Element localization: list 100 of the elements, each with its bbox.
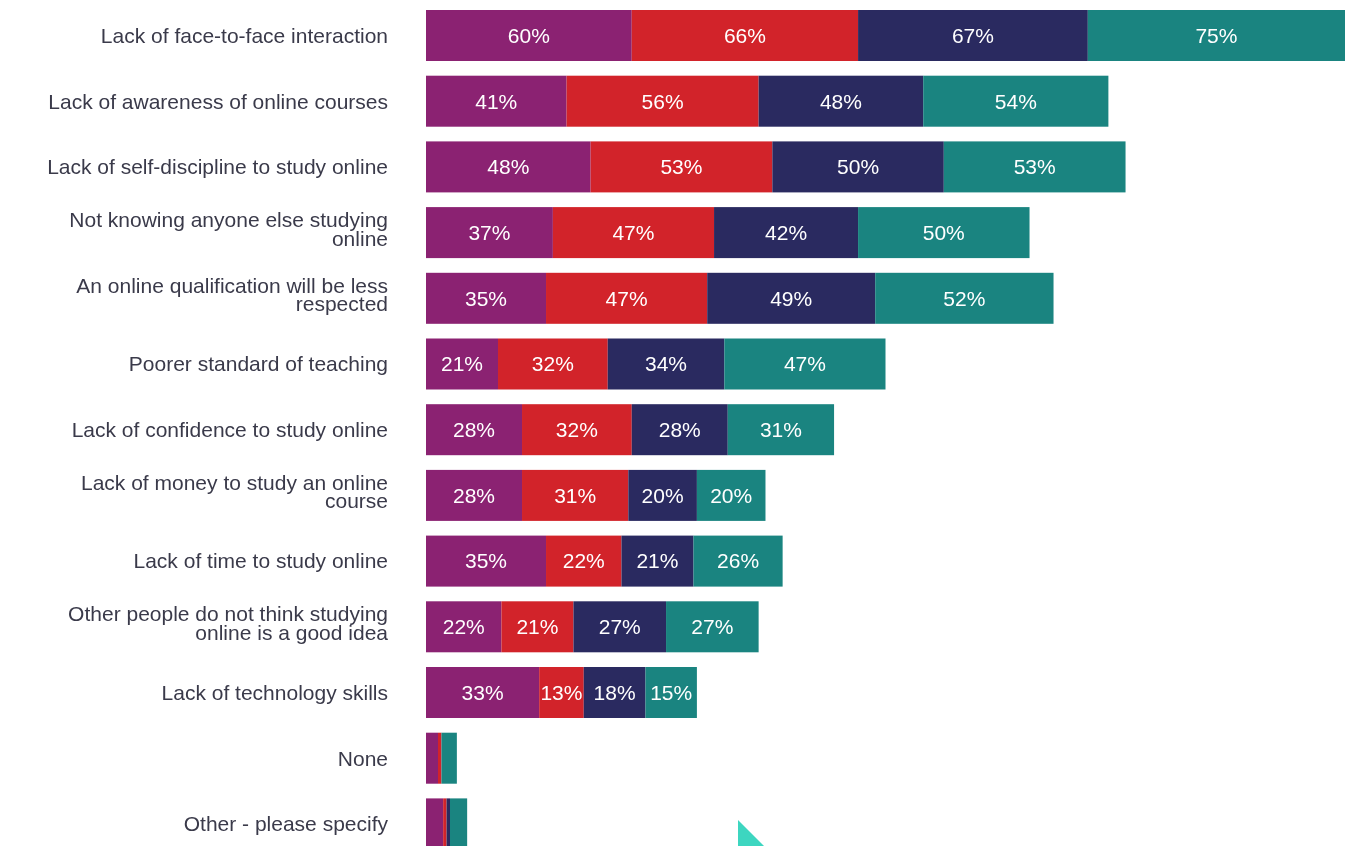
- bar: [522, 404, 632, 456]
- data-label: 66%: [723, 23, 766, 47]
- data-label: 18%: [593, 680, 636, 704]
- data-label: 32%: [531, 352, 574, 376]
- y-tick-label: An online qualification will be less respected: [76, 273, 388, 316]
- y-tick-label: Poorer standard of teaching: [128, 352, 388, 376]
- bar: [875, 272, 1054, 324]
- data-label: 48%: [487, 155, 530, 179]
- data-label: 31%: [554, 483, 597, 507]
- data-label: 22%: [562, 549, 605, 573]
- data-label: 47%: [612, 220, 655, 244]
- data-label: 47%: [783, 352, 826, 376]
- data-label: 37%: [468, 220, 511, 244]
- bar: [498, 338, 608, 390]
- data-label: 54%: [994, 89, 1037, 113]
- data-label: 53%: [660, 155, 703, 179]
- bar: [566, 75, 759, 127]
- data-label: 75%: [1195, 23, 1238, 47]
- data-label: 31%: [759, 418, 802, 442]
- bar: [666, 601, 759, 653]
- y-tick-label: Lack of face-to-face interaction: [100, 23, 388, 47]
- data-label: 42%: [765, 220, 808, 244]
- bar: [522, 469, 629, 521]
- bar: [631, 10, 859, 61]
- data-label: 20%: [710, 483, 753, 507]
- bar: [943, 141, 1126, 193]
- bar: [758, 75, 924, 127]
- bar: [426, 732, 438, 784]
- bar: [573, 601, 667, 653]
- data-label: 52%: [943, 286, 986, 310]
- bar: [426, 75, 567, 127]
- y-tick-label: Not knowing anyone else studying online: [69, 207, 388, 250]
- data-label: 15%: [650, 680, 693, 704]
- bar: [426, 141, 591, 193]
- bar: [426, 667, 540, 718]
- data-label: 27%: [598, 615, 641, 639]
- data-label: 28%: [452, 418, 496, 442]
- bar: [426, 601, 502, 653]
- y-tick-label: Lack of technology skills: [161, 680, 388, 704]
- bar: [426, 404, 523, 456]
- data-label: 34%: [645, 352, 688, 376]
- bar: [693, 535, 783, 587]
- bar: [426, 207, 553, 259]
- data-label: 21%: [516, 615, 559, 639]
- data-label: 67%: [951, 23, 994, 47]
- bar: [645, 667, 697, 718]
- bar: [772, 141, 944, 193]
- bar: [858, 10, 1088, 61]
- bar: [426, 272, 547, 324]
- data-label: 22%: [442, 615, 485, 639]
- bar: [631, 404, 728, 456]
- y-tick-label: Other people do not think studying online is a good idea: [68, 602, 389, 644]
- y-tick-label: Lack of self-discipline to study online: [47, 155, 388, 179]
- bar: [923, 75, 1109, 127]
- bar: [590, 141, 773, 193]
- data-label: 53%: [1013, 155, 1056, 179]
- y-tick-label: Lack of money to study an online course: [80, 470, 388, 513]
- bar: [426, 338, 499, 390]
- y-tick-label: Other - please specify: [183, 812, 389, 836]
- data-label: 47%: [605, 286, 648, 310]
- data-label: 35%: [464, 549, 508, 573]
- y-tick-label: Lack of awareness of online courses: [48, 89, 388, 113]
- bar: [426, 10, 632, 61]
- bar: [426, 469, 523, 521]
- bar: [552, 207, 715, 259]
- data-label: 60%: [507, 23, 550, 47]
- bar: [707, 272, 876, 324]
- bar: [441, 732, 457, 784]
- bar: [858, 207, 1030, 259]
- data-label: 33%: [461, 680, 504, 704]
- bar: [714, 207, 859, 259]
- data-label: 28%: [658, 418, 701, 442]
- bar: [501, 601, 574, 653]
- bar: [727, 404, 835, 456]
- y-tick-label: None: [337, 746, 388, 770]
- bar: [628, 469, 697, 521]
- bar: [426, 535, 547, 587]
- bar: [724, 338, 886, 390]
- bar: [607, 338, 725, 390]
- data-label: 49%: [770, 286, 813, 310]
- bar: [621, 535, 694, 587]
- bar: [1087, 10, 1345, 61]
- data-label: 20%: [641, 483, 684, 507]
- bar: [696, 469, 766, 521]
- data-label: 32%: [555, 418, 598, 442]
- data-label: 26%: [717, 549, 760, 573]
- data-label: 48%: [819, 89, 862, 113]
- data-label: 41%: [475, 89, 518, 113]
- y-tick-label: Lack of confidence to study online: [71, 418, 388, 442]
- data-label: 56%: [641, 89, 684, 113]
- data-label: 27%: [691, 615, 734, 639]
- data-label: 28%: [452, 483, 496, 507]
- y-tick-label: Lack of time to study online: [133, 549, 388, 573]
- data-label: 50%: [837, 155, 880, 179]
- data-label: 35%: [464, 286, 508, 310]
- data-label: 13%: [540, 680, 583, 704]
- bar: [546, 272, 708, 324]
- bar: [546, 535, 622, 587]
- data-label: 21%: [440, 352, 484, 376]
- data-label: 50%: [922, 220, 965, 244]
